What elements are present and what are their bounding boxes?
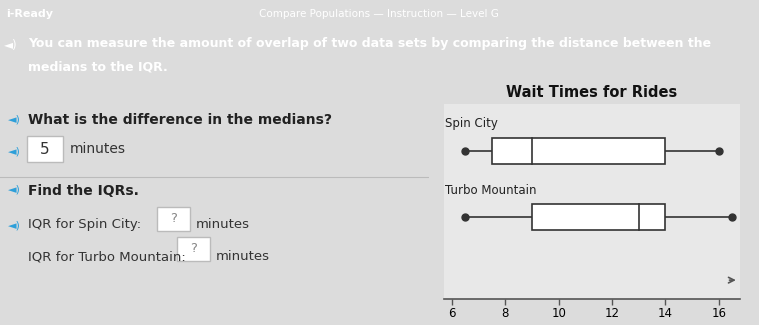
Text: ◄): ◄)	[8, 220, 20, 230]
Text: ◄): ◄)	[8, 185, 20, 195]
Text: IQR for Spin City:: IQR for Spin City:	[28, 218, 141, 231]
Text: Turbo Mountain: Turbo Mountain	[446, 184, 537, 197]
Text: ?: ?	[190, 242, 197, 255]
Text: ?: ?	[170, 213, 177, 226]
FancyBboxPatch shape	[156, 207, 191, 231]
Text: medians to the IQR.: medians to the IQR.	[28, 61, 168, 74]
Bar	[532, 204, 666, 230]
Text: ◄): ◄)	[4, 39, 17, 52]
Text: minutes: minutes	[70, 142, 126, 156]
X-axis label: Time (min): Time (min)	[558, 324, 626, 325]
Bar	[492, 138, 666, 164]
Title: Wait Times for Rides: Wait Times for Rides	[506, 85, 678, 100]
Text: 5: 5	[40, 141, 49, 157]
Text: ◄): ◄)	[8, 147, 20, 157]
Text: Compare Populations — Instruction — Level G: Compare Populations — Instruction — Leve…	[259, 9, 499, 19]
Text: minutes: minutes	[196, 218, 250, 231]
Text: i-Ready: i-Ready	[6, 9, 53, 19]
Text: Spin City: Spin City	[446, 117, 498, 130]
Text: You can measure the amount of overlap of two data sets by comparing the distance: You can measure the amount of overlap of…	[28, 37, 711, 50]
FancyBboxPatch shape	[27, 136, 63, 162]
Text: ◄): ◄)	[8, 115, 20, 125]
Text: Find the IQRs.: Find the IQRs.	[28, 184, 139, 198]
FancyBboxPatch shape	[177, 237, 210, 261]
Text: What is the difference in the medians?: What is the difference in the medians?	[28, 113, 332, 127]
Text: IQR for Turbo Mountain:: IQR for Turbo Mountain:	[28, 250, 186, 263]
Text: minutes: minutes	[216, 250, 269, 263]
